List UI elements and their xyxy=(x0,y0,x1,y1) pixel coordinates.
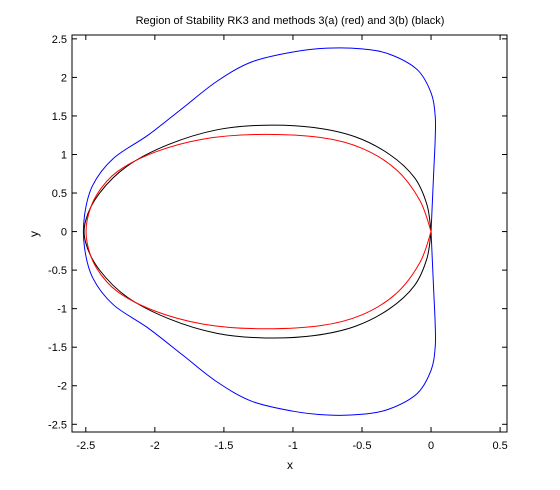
x-axis-label: x xyxy=(287,458,293,472)
method-3a-curve xyxy=(85,133,432,330)
x-tick-label: 0 xyxy=(428,440,434,452)
rk3-stability-curve xyxy=(82,47,437,416)
ticks-layer: -2.5 -2 -1.5 -1 -0.5 0 0.5 -2.5 -2 -1.5 -1 -0.5 0 0.5… xyxy=(48,34,508,452)
x-tick-label: -1.5 xyxy=(214,440,233,452)
y-tick-label: 0.5 xyxy=(52,188,67,200)
method-3b-curve xyxy=(83,124,432,339)
y-tick-label: -1 xyxy=(57,304,67,316)
y-tick-label: -0.5 xyxy=(48,265,67,277)
y-tick-label: 2.5 xyxy=(52,34,67,46)
chart-title: Region of Stability RK3 and methods 3(a)… xyxy=(136,15,445,27)
y-tick-label: 2 xyxy=(61,72,67,84)
x-tick-label: -1 xyxy=(288,440,298,452)
x-tick-label: 0.5 xyxy=(492,440,507,452)
y-axis-label: y xyxy=(27,231,41,237)
axes-box xyxy=(71,34,508,433)
x-tick-label: -2.5 xyxy=(76,440,95,452)
y-tick-label: 1 xyxy=(61,149,67,161)
series-layer xyxy=(82,47,437,416)
y-tick-label: 0 xyxy=(61,227,67,239)
x-tick-label: -2 xyxy=(150,440,160,452)
y-tick-label: 1.5 xyxy=(52,111,67,123)
y-tick-label: -2 xyxy=(57,381,67,393)
y-tick-label: -1.5 xyxy=(48,342,67,354)
y-tick-label: -2.5 xyxy=(48,419,67,431)
x-tick-label: -0.5 xyxy=(353,440,372,452)
